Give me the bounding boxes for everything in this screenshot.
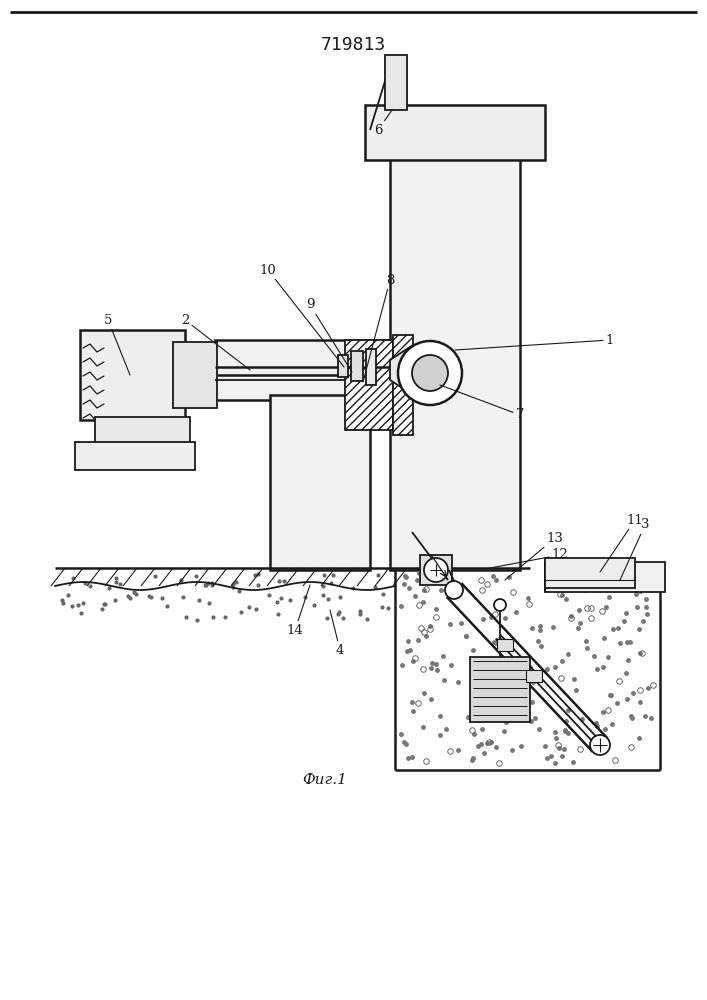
Text: 8: 8 (363, 273, 395, 382)
Bar (215, 340, 393, 400)
Bar (393, 335, 413, 435)
Text: 9: 9 (305, 298, 352, 372)
Text: 5: 5 (104, 314, 130, 375)
Bar (470, 657, 530, 722)
Text: 11: 11 (600, 514, 643, 572)
Bar (345, 340, 393, 430)
Circle shape (445, 581, 463, 599)
Text: 13: 13 (505, 532, 563, 580)
Bar (365, 105, 545, 160)
Bar (526, 670, 542, 682)
Bar (420, 555, 452, 585)
Polygon shape (390, 345, 413, 395)
Bar (173, 342, 217, 408)
Text: 2: 2 (181, 314, 250, 370)
Bar (366, 349, 376, 385)
Circle shape (398, 341, 462, 405)
Text: 1: 1 (455, 334, 614, 350)
Circle shape (590, 735, 610, 755)
Text: 3: 3 (620, 518, 649, 580)
Bar (351, 351, 363, 381)
Text: 719813: 719813 (320, 36, 385, 54)
Text: 7: 7 (440, 385, 525, 422)
Circle shape (494, 599, 506, 611)
Text: 6: 6 (374, 110, 392, 136)
Bar (390, 140, 520, 570)
Bar (545, 562, 665, 592)
Text: 12: 12 (490, 548, 568, 568)
Bar (75, 442, 195, 470)
Bar (80, 330, 185, 420)
Bar (338, 355, 348, 377)
Bar (545, 558, 635, 588)
Bar (95, 417, 190, 445)
Text: Фиг.1: Фиг.1 (303, 773, 347, 787)
Bar (385, 55, 407, 110)
Bar (270, 395, 370, 570)
Text: 14: 14 (286, 585, 310, 637)
Text: 10: 10 (259, 263, 344, 367)
Bar (497, 639, 513, 651)
Circle shape (412, 355, 448, 391)
Circle shape (424, 558, 448, 582)
Text: 4: 4 (330, 610, 344, 656)
